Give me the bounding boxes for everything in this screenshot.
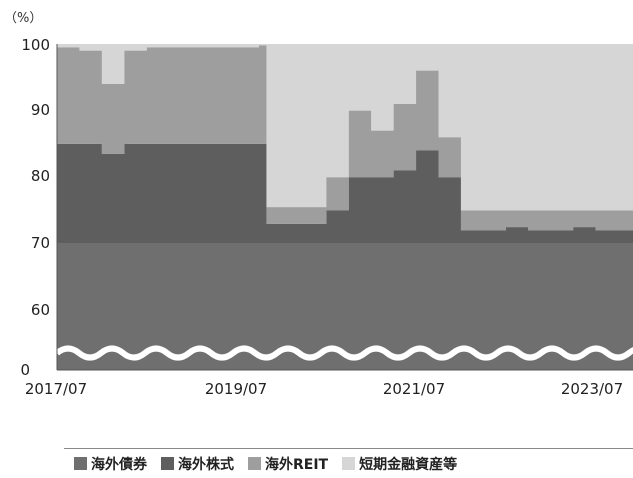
y-tick-label: 0 (20, 361, 30, 379)
area-series (57, 243, 633, 370)
legend-item-short-term-assets: 短期金融資産等 (342, 454, 457, 474)
legend-swatch (248, 457, 261, 470)
y-tick-label: 90 (31, 101, 50, 119)
x-axis-ticks: 2017/07 2019/07 2021/07 2023/07 (25, 380, 623, 398)
y-tick-label: 80 (31, 167, 50, 185)
x-tick-label: 2021/07 (383, 380, 445, 398)
area-series (57, 44, 633, 211)
legend-label: 海外REIT (265, 456, 329, 473)
legend-swatch (74, 457, 87, 470)
legend-swatch (342, 457, 356, 470)
legend-label: 海外株式 (178, 456, 234, 473)
y-tick-label: 100 (21, 36, 50, 54)
area-series (57, 143, 633, 244)
stacked-areas (57, 44, 633, 370)
y-tick-label: 70 (31, 234, 50, 252)
legend: 海外債券 海外株式 海外REIT 短期金融資産等 (64, 448, 633, 478)
x-tick-label: 2023/07 (561, 380, 623, 398)
y-axis-ticks: 0 60 70 80 90 100 (20, 36, 50, 379)
axis-break-wave (55, 345, 633, 361)
area-series (57, 45, 633, 231)
y-tick-label: 60 (31, 301, 50, 319)
x-tick-label: 2019/07 (205, 380, 267, 398)
y-unit-label: （%） (4, 11, 42, 26)
legend-item-foreign-equities: 海外株式 (161, 454, 234, 474)
legend-label: 海外債券 (91, 456, 147, 473)
x-tick-label: 2017/07 (25, 380, 87, 398)
legend-item-foreign-bonds: 海外債券 (74, 454, 147, 474)
axis-break (55, 345, 633, 361)
chart: （%） 0 60 70 80 90 100 2017/07 2019/07 20… (4, 11, 633, 398)
legend-item-foreign-reit: 海外REIT (248, 454, 328, 474)
legend-swatch (161, 457, 174, 470)
legend-label: 短期金融資産等 (359, 456, 458, 473)
